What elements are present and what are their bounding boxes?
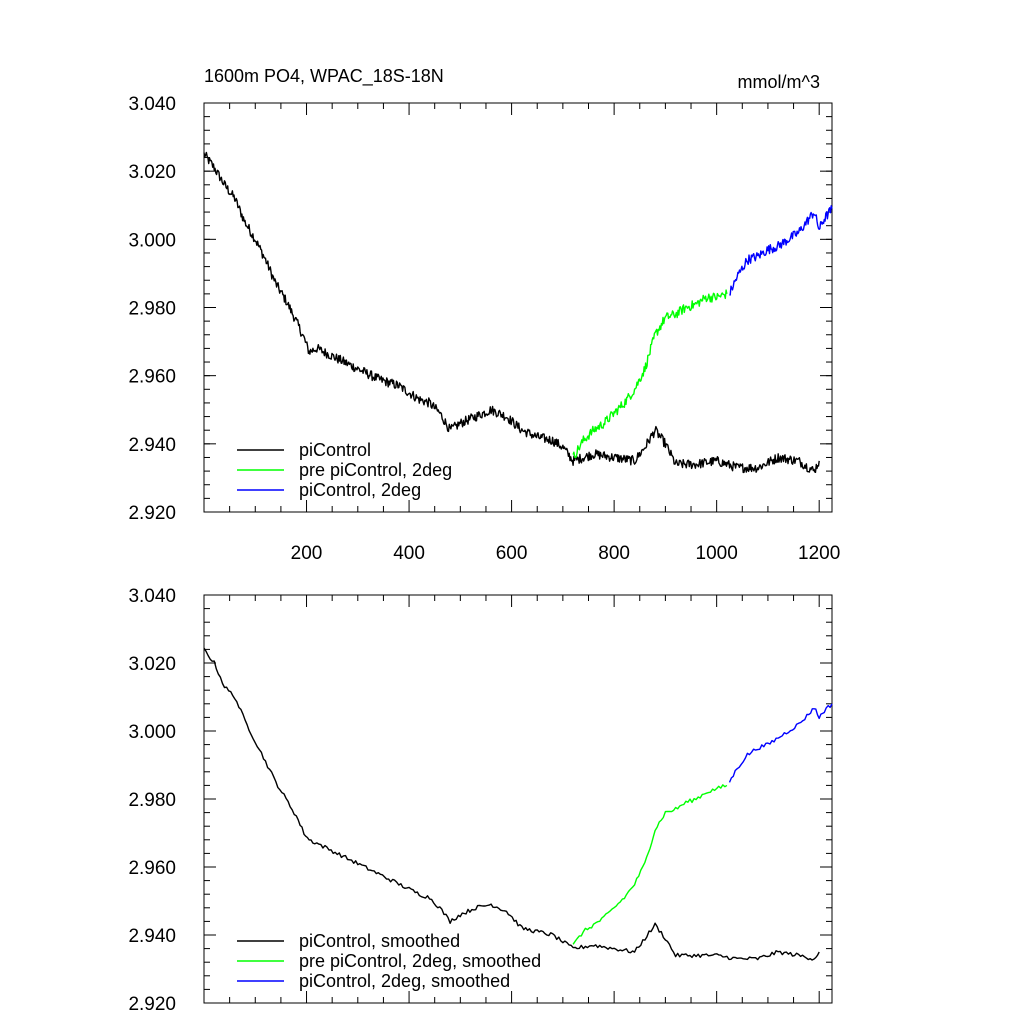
y-tick-label: 3.020 (128, 654, 176, 675)
legend-label: pre piControl, 2deg, smoothed (299, 951, 541, 971)
legend-label: piControl, 2deg (299, 480, 421, 500)
y-tick-label: 3.020 (128, 162, 176, 183)
x-tick-label: 1000 (696, 543, 738, 564)
y-tick-label: 2.960 (128, 858, 176, 879)
chart-title: 1600m PO4, WPAC_18S-18N (204, 66, 444, 86)
series-line-picontrol-smoothed (203, 647, 820, 961)
legend-item: piControl, 2deg, smoothed (237, 971, 510, 991)
legend-label: piControl, 2deg, smoothed (299, 971, 510, 991)
series-line-picontrol-2deg (729, 205, 833, 296)
legend-item: piControl, smoothed (237, 931, 460, 951)
chart-panel-1: 3.040 3.020 3.000 2.980 2.960 2.940 2.920 200 40… (128, 94, 840, 564)
x-tick-label: 1200 (798, 543, 840, 564)
y-tick-label: 2.920 (128, 503, 176, 524)
legend-label: pre piControl, 2deg (299, 460, 452, 480)
y-tick-label: 2.980 (128, 790, 176, 811)
y-tick-label: 3.000 (128, 230, 176, 251)
y-tick-label: 3.040 (128, 94, 176, 115)
legend-item: pre piControl, 2deg (237, 460, 452, 480)
y-tick-label: 3.040 (128, 586, 176, 607)
y-tick-label: 2.940 (128, 435, 176, 456)
legend-label: piControl, smoothed (299, 931, 460, 951)
y-tick-label: 2.920 (128, 994, 176, 1015)
y-tick-label: 3.000 (128, 722, 176, 743)
y-tick-label: 2.980 (128, 299, 176, 320)
legend-label: piControl (299, 440, 371, 460)
x-tick-label: 200 (291, 543, 323, 564)
series-line-picontrol-2deg-smoothed (728, 703, 833, 783)
legend-item: pre piControl, 2deg, smoothed (237, 951, 541, 971)
units-label: mmol/m^3 (737, 72, 820, 92)
y-tick-label: 2.940 (128, 926, 176, 947)
series-line-pre-picontrol-2deg-smoothed (572, 784, 728, 945)
chart-panel-2: 3.040 3.020 3.000 2.980 2.960 2.940 2.920 piCon… (128, 586, 833, 1015)
x-tick-label: 600 (496, 543, 528, 564)
series-line-pre-picontrol-2deg (572, 289, 728, 459)
x-tick-label: 400 (393, 543, 425, 564)
legend-item: piControl (237, 440, 371, 460)
x-tick-label: 800 (598, 543, 630, 564)
legend-item: piControl, 2deg (237, 480, 421, 500)
series-line-picontrol (203, 151, 820, 474)
y-tick-label: 2.960 (128, 367, 176, 388)
